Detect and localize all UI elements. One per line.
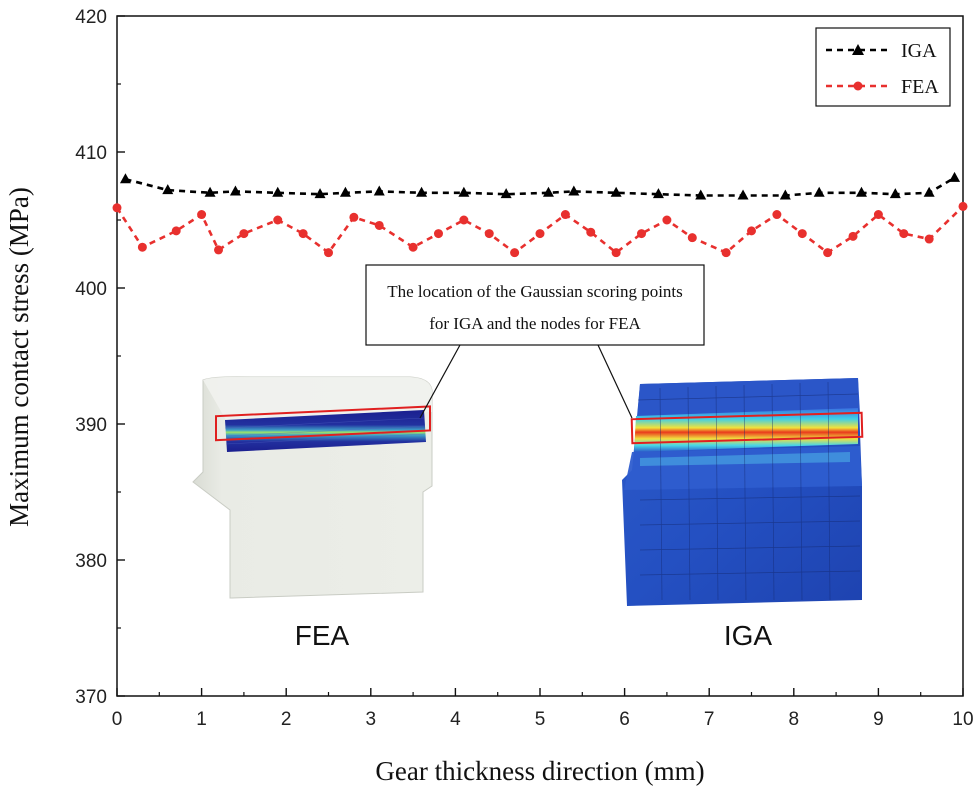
- point-fea-17: [560, 210, 570, 220]
- inset-label-fea: FEA: [295, 620, 350, 651]
- point-fea-16: [535, 229, 545, 239]
- point-iga-20: [889, 188, 901, 199]
- y-tick-label-3: 400: [75, 279, 107, 300]
- point-fea-11: [408, 242, 418, 252]
- point-iga-6: [339, 186, 351, 197]
- point-fea-25: [772, 210, 782, 220]
- point-fea-4: [214, 245, 224, 255]
- point-fea-31: [924, 234, 934, 244]
- point-fea-3: [197, 210, 207, 220]
- point-fea-26: [797, 229, 807, 239]
- x-tick-label-10: 10: [952, 709, 973, 730]
- series-line-iga: [125, 176, 956, 197]
- point-fea-21: [662, 215, 672, 225]
- point-iga-1: [162, 184, 174, 195]
- x-tick-label-3: 3: [366, 709, 377, 730]
- x-tick-label-5: 5: [535, 709, 546, 730]
- x-tick-label-9: 9: [873, 709, 884, 730]
- point-iga-16: [737, 189, 749, 200]
- x-tick-label-8: 8: [789, 709, 800, 730]
- point-fea-22: [687, 233, 697, 243]
- legend-marker-fea: [853, 81, 863, 91]
- point-iga-22: [949, 171, 961, 182]
- y-tick-label-0: 370: [75, 687, 107, 708]
- point-fea-18: [586, 227, 596, 237]
- point-iga-17: [779, 189, 791, 200]
- legend-box: [815, 27, 951, 107]
- point-iga-21: [923, 186, 935, 197]
- legend-marker-iga: [852, 44, 864, 55]
- point-fea-27: [823, 248, 833, 258]
- point-fea-10: [374, 220, 384, 230]
- series-layer: [112, 171, 968, 258]
- point-iga-13: [610, 186, 622, 197]
- y-axis-title: Maximum contact stress (MPa): [4, 187, 34, 527]
- x-tick-label-1: 1: [196, 709, 207, 730]
- callout-text-line2: for IGA and the nodes for FEA: [429, 314, 641, 333]
- legend-label-iga: IGA: [901, 40, 937, 62]
- fea-gear-model-image: [192, 376, 433, 599]
- point-iga-9: [458, 186, 470, 197]
- y-tick-label-4: 410: [75, 143, 107, 164]
- point-fea-0: [112, 203, 122, 213]
- point-iga-11: [542, 186, 554, 197]
- point-iga-3: [229, 185, 241, 196]
- point-iga-2: [204, 186, 216, 197]
- point-fea-6: [273, 215, 283, 225]
- point-fea-24: [747, 226, 756, 236]
- point-fea-29: [873, 210, 883, 220]
- inset-label-iga: IGA: [724, 620, 773, 651]
- point-fea-2: [171, 226, 181, 236]
- callout: The location of the Gaussian scoring poi…: [365, 264, 705, 419]
- point-fea-1: [137, 242, 147, 252]
- point-fea-15: [510, 248, 520, 258]
- point-fea-13: [459, 215, 469, 225]
- callout-box: [365, 264, 705, 346]
- point-fea-9: [349, 212, 359, 222]
- legend-label-fea: FEA: [901, 76, 939, 98]
- axis-ticks: 0 1 2 3 4 5 6 7 8 9 10 370 380 390 400 410 420: [75, 7, 973, 730]
- point-iga-18: [813, 186, 825, 197]
- point-iga-12: [568, 185, 580, 196]
- iga-gear-model-image: [622, 378, 864, 606]
- point-fea-19: [611, 248, 621, 258]
- point-fea-7: [298, 229, 308, 239]
- point-iga-15: [695, 189, 707, 200]
- point-fea-20: [637, 229, 647, 239]
- point-fea-12: [433, 229, 443, 239]
- point-iga-7: [373, 185, 385, 196]
- point-fea-23: [721, 248, 731, 258]
- point-iga-8: [416, 186, 428, 197]
- legend: IGA FEA: [815, 27, 951, 107]
- point-fea-5: [239, 229, 249, 239]
- x-tick-label-2: 2: [281, 709, 292, 730]
- point-fea-8: [324, 248, 333, 258]
- point-fea-30: [899, 229, 909, 239]
- point-fea-32: [958, 201, 968, 211]
- x-tick-label-7: 7: [704, 709, 715, 730]
- x-axis-title: Gear thickness direction (mm): [375, 756, 704, 786]
- point-iga-10: [500, 188, 512, 199]
- y-tick-label-5: 420: [75, 7, 107, 28]
- point-iga-0: [119, 173, 131, 184]
- point-iga-14: [652, 188, 664, 199]
- point-iga-4: [272, 186, 284, 197]
- x-tick-label-6: 6: [619, 709, 630, 730]
- point-fea-28: [848, 231, 858, 241]
- callout-text-line1: The location of the Gaussian scoring poi…: [387, 282, 683, 301]
- point-iga-5: [314, 188, 326, 199]
- x-tick-label-0: 0: [112, 709, 123, 730]
- y-tick-label-1: 380: [75, 551, 107, 572]
- y-tick-label-2: 390: [75, 415, 107, 436]
- point-fea-14: [484, 229, 494, 239]
- x-tick-label-4: 4: [450, 709, 461, 730]
- point-iga-19: [855, 186, 867, 197]
